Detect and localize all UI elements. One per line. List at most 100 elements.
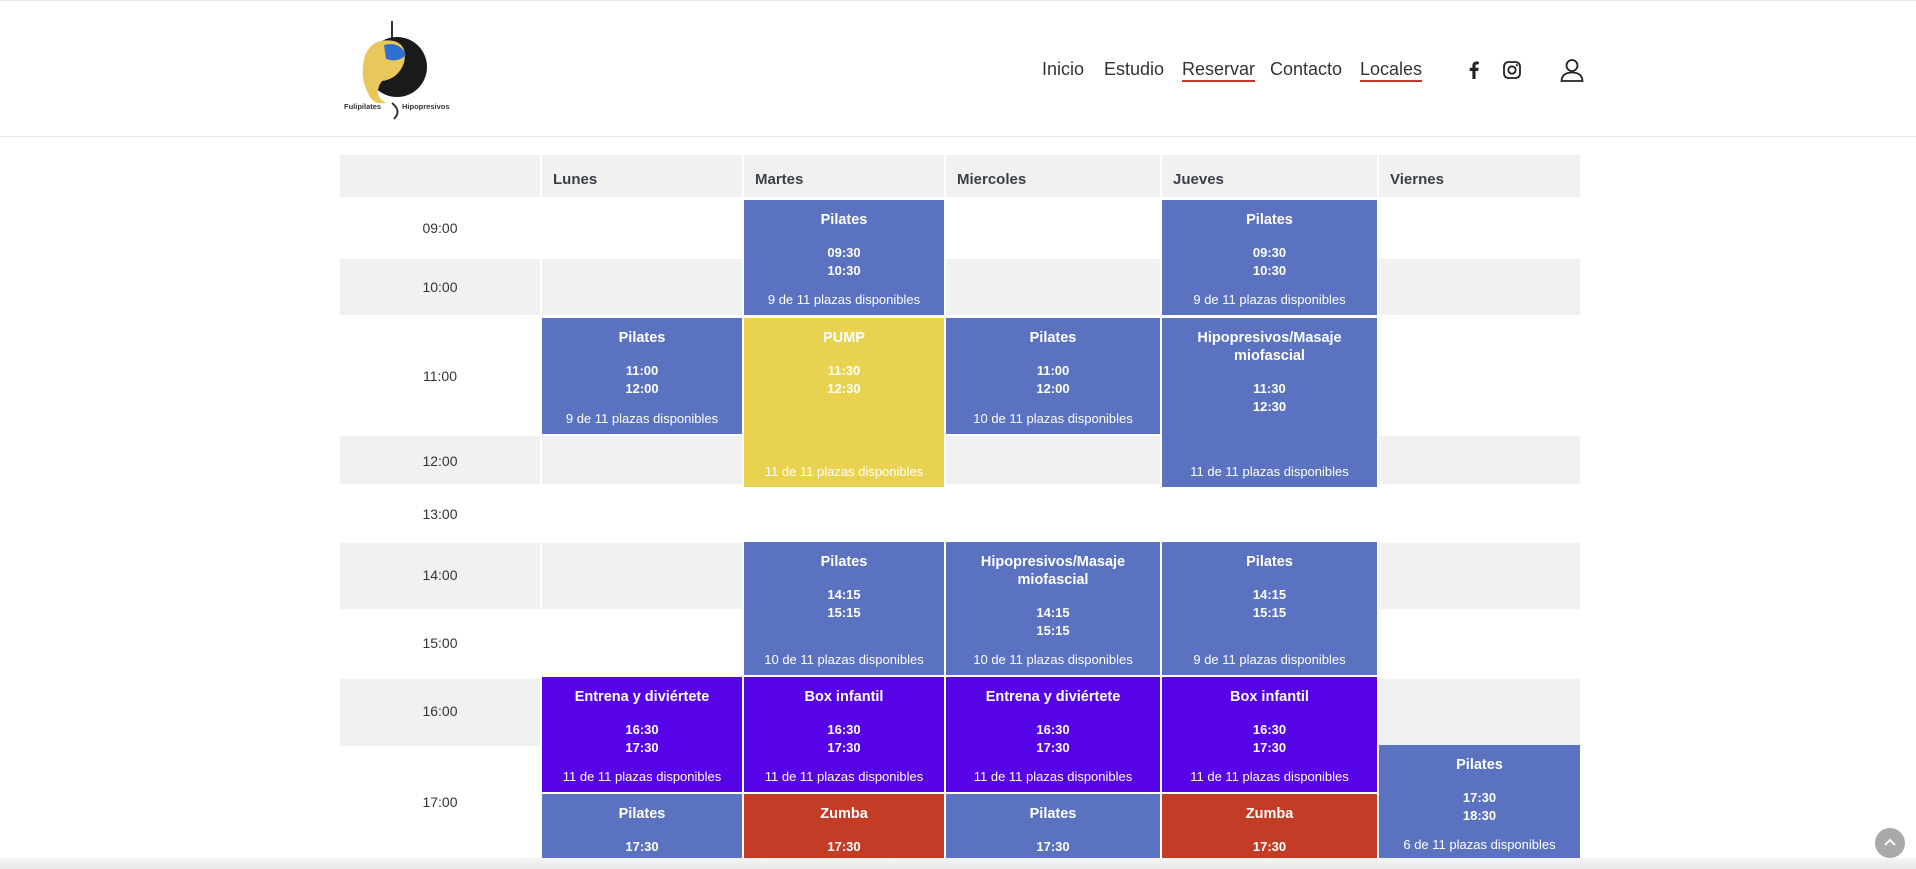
class-availability: 9 de 11 plazas disponibles xyxy=(565,411,719,426)
class-start-time: 16:30 xyxy=(625,722,659,737)
class-title: Pilates xyxy=(1246,212,1293,228)
class-end-time: 10:30 xyxy=(827,263,861,278)
class-availability: 10 de 11 plazas disponibles xyxy=(973,652,1133,667)
class-title: Zumba xyxy=(1245,806,1294,822)
class-title: Entrena y diviértete xyxy=(985,689,1121,705)
class-end-time: 18:30 xyxy=(1462,808,1497,823)
nav-inicio[interactable]: Inicio xyxy=(1042,59,1085,79)
class-availability: 11 de 11 plazas disponibles xyxy=(1190,769,1349,784)
bottom-edge xyxy=(0,858,1916,869)
class-availability: 11 de 11 plazas disponibles xyxy=(764,769,924,784)
col-divider xyxy=(540,155,542,869)
class-event[interactable]: Box infantil 16:30 17:30 11 de 11 plazas di… xyxy=(744,677,944,792)
class-event[interactable]: Pilates 17:30 18:30 6 de 11 plazas disponib… xyxy=(1379,745,1580,860)
col-divider xyxy=(944,155,946,869)
logo-text-right: Hipopresivos xyxy=(402,102,450,111)
class-end-time: 17:30 xyxy=(1036,740,1070,755)
class-event[interactable]: Entrena y diviértete 16:30 17:30 11 de 11 p… xyxy=(542,677,742,792)
class-start-time: 17:30 xyxy=(1036,839,1070,854)
time-label: 11:00 xyxy=(423,368,457,384)
class-availability: 10 de 11 plazas disponibles xyxy=(973,411,1133,426)
class-title: Pilates xyxy=(1246,554,1293,570)
class-availability: 10 de 11 plazas disponibles xyxy=(764,652,924,667)
time-label: 13:00 xyxy=(422,506,458,522)
class-event[interactable]: Pilates 09:30 10:30 9 de 11 plazas disponib… xyxy=(1162,200,1377,315)
day-header-lunes: Lunes xyxy=(542,157,742,197)
class-start-time: 17:30 xyxy=(1252,839,1287,854)
class-title: Pilates xyxy=(1029,330,1077,346)
class-end-time: 15:15 xyxy=(1252,605,1287,620)
class-end-time: 17:30 xyxy=(1252,740,1287,755)
class-title: Entrena y diviértete xyxy=(574,689,710,705)
day-header-jueves: Jueves xyxy=(1162,157,1377,197)
class-start-time: 17:30 xyxy=(625,839,659,854)
time-label: 14:00 xyxy=(422,567,458,583)
class-availability: 11 de 11 plazas disponibles xyxy=(1190,464,1349,479)
scroll-to-top-button[interactable] xyxy=(1875,828,1905,858)
class-title: Hipopresivos/Masaje miofascial xyxy=(980,554,1126,588)
class-event[interactable]: Pilates 09:30 10:30 9 de 11 plazas disponib… xyxy=(744,200,944,315)
class-end-time: 12:30 xyxy=(1252,399,1287,414)
class-end-time: 12:00 xyxy=(1036,381,1070,396)
class-availability: 9 de 11 plazas disponibles xyxy=(767,292,921,307)
class-event[interactable]: Entrena y diviértete 16:30 17:30 11 de 11 p… xyxy=(946,677,1160,792)
main-nav: Inicio Estudio Reservar Contacto Locales xyxy=(0,59,1916,83)
class-start-time: 14:15 xyxy=(827,587,861,602)
facebook-icon[interactable] xyxy=(1462,58,1486,82)
class-start-time: 16:30 xyxy=(1036,722,1070,737)
class-availability: 9 de 11 plazas disponibles xyxy=(1193,652,1346,667)
chevron-up-icon xyxy=(1884,838,1896,846)
brand-logo[interactable]: Fulipilates Hipopresivos xyxy=(342,19,454,125)
class-start-time: 16:30 xyxy=(1252,722,1287,737)
class-event[interactable]: Pilates 14:15 15:15 9 de 11 plazas disponib… xyxy=(1162,542,1377,675)
logo-text-left: Fulipilates xyxy=(344,102,381,111)
class-title: Pilates xyxy=(820,554,868,570)
class-start-time: 17:30 xyxy=(1462,790,1497,805)
instagram-icon[interactable] xyxy=(1500,58,1524,82)
class-event[interactable]: PUMP 11:30 12:30 11 de 11 plazas disponible… xyxy=(744,318,944,487)
class-start-time: 09:30 xyxy=(827,245,861,260)
time-label: 16:00 xyxy=(422,703,458,719)
class-end-time: 17:30 xyxy=(827,740,861,755)
class-start-time: 09:30 xyxy=(1252,245,1287,260)
user-account-icon[interactable] xyxy=(1559,57,1585,83)
nav-reservar[interactable]: Reservar xyxy=(1182,59,1256,79)
class-event[interactable]: Hipopresivos/Masaje miofascial 11:30 12:30… xyxy=(1162,318,1377,487)
time-label: 10:00 xyxy=(422,279,458,295)
class-title: Hipopresivos/Masaje miofascial xyxy=(1197,330,1342,364)
day-header-viernes: Viernes xyxy=(1379,157,1580,197)
class-title: Pilates xyxy=(618,330,666,346)
class-title: Pilates xyxy=(618,806,666,822)
class-start-time: 14:15 xyxy=(1252,587,1287,602)
time-label: 12:00 xyxy=(422,453,458,469)
class-start-time: 11:30 xyxy=(827,363,861,378)
time-label: 09:00 xyxy=(422,220,458,236)
class-title: Pilates xyxy=(1456,757,1503,773)
class-event[interactable]: Pilates 11:00 12:00 9 de 11 plazas disponib… xyxy=(542,318,742,434)
class-event[interactable]: Pilates 14:15 15:15 10 de 11 plazas disponi… xyxy=(744,542,944,675)
col-divider xyxy=(742,155,744,869)
day-header-martes: Martes xyxy=(744,157,944,197)
class-start-time: 14:15 xyxy=(1036,605,1070,620)
nav-locales[interactable]: Locales xyxy=(1360,59,1423,79)
class-event[interactable]: Hipopresivos/Masaje miofascial 14:15 15:15… xyxy=(946,542,1160,675)
class-event[interactable]: Pilates 11:00 12:00 10 de 11 plazas disponi… xyxy=(946,318,1160,434)
nav-contacto[interactable]: Contacto xyxy=(1270,59,1343,79)
class-end-time: 15:15 xyxy=(827,605,861,620)
class-start-time: 11:30 xyxy=(1253,381,1286,396)
nav-estudio[interactable]: Estudio xyxy=(1104,59,1165,79)
class-end-time: 10:30 xyxy=(1252,263,1287,278)
class-start-time: 11:00 xyxy=(625,363,659,378)
class-event[interactable]: Box infantil 16:30 17:30 11 de 11 plazas di… xyxy=(1162,677,1377,792)
time-label: 15:00 xyxy=(422,635,458,651)
class-title: Pilates xyxy=(1029,806,1077,822)
day-header-miercoles: Miercoles xyxy=(946,157,1160,197)
class-end-time: 12:00 xyxy=(625,381,659,396)
class-start-time: 11:00 xyxy=(1036,363,1070,378)
class-availability: 11 de 11 plazas disponibles xyxy=(562,769,722,784)
class-end-time: 15:15 xyxy=(1036,623,1070,638)
col-divider xyxy=(1160,155,1162,869)
